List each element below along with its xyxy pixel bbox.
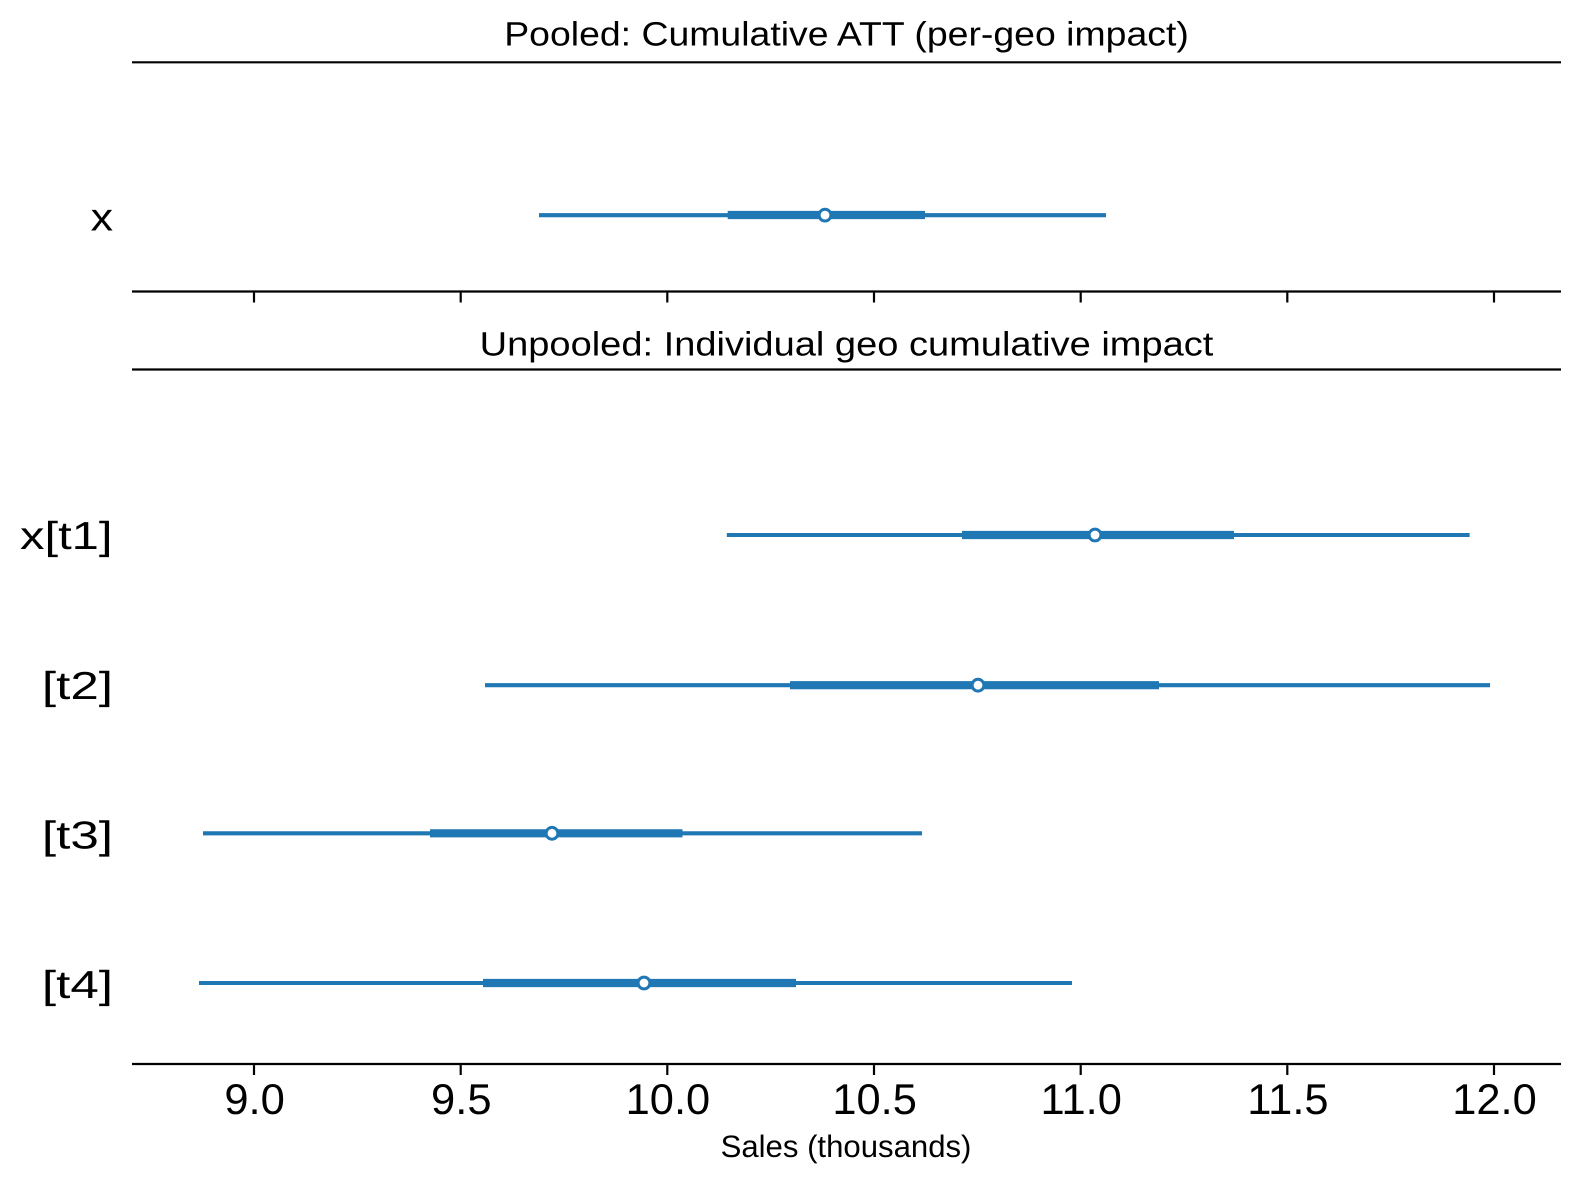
svg-text:12.0: 12.0 — [1452, 1076, 1537, 1124]
svg-text:11.5: 11.5 — [1247, 1076, 1328, 1124]
svg-text:x: x — [91, 197, 114, 240]
svg-text:9.5: 9.5 — [431, 1076, 491, 1124]
svg-text:[t2]: [t2] — [42, 665, 113, 708]
svg-text:Sales (thousands): Sales (thousands) — [721, 1129, 972, 1164]
svg-text:10.5: 10.5 — [832, 1076, 917, 1124]
svg-text:[t4]: [t4] — [42, 964, 113, 1007]
svg-text:x[t1]: x[t1] — [20, 515, 112, 558]
svg-text:10.0: 10.0 — [626, 1076, 711, 1124]
svg-text:[t3]: [t3] — [42, 814, 113, 857]
svg-text:9.0: 9.0 — [224, 1076, 284, 1124]
svg-text:Pooled: Cumulative ATT (per-ge: Pooled: Cumulative ATT (per-geo impact) — [504, 15, 1189, 53]
svg-text:11.0: 11.0 — [1041, 1076, 1122, 1124]
svg-text:Unpooled: Individual geo cumul: Unpooled: Individual geo cumulative impa… — [480, 326, 1214, 364]
